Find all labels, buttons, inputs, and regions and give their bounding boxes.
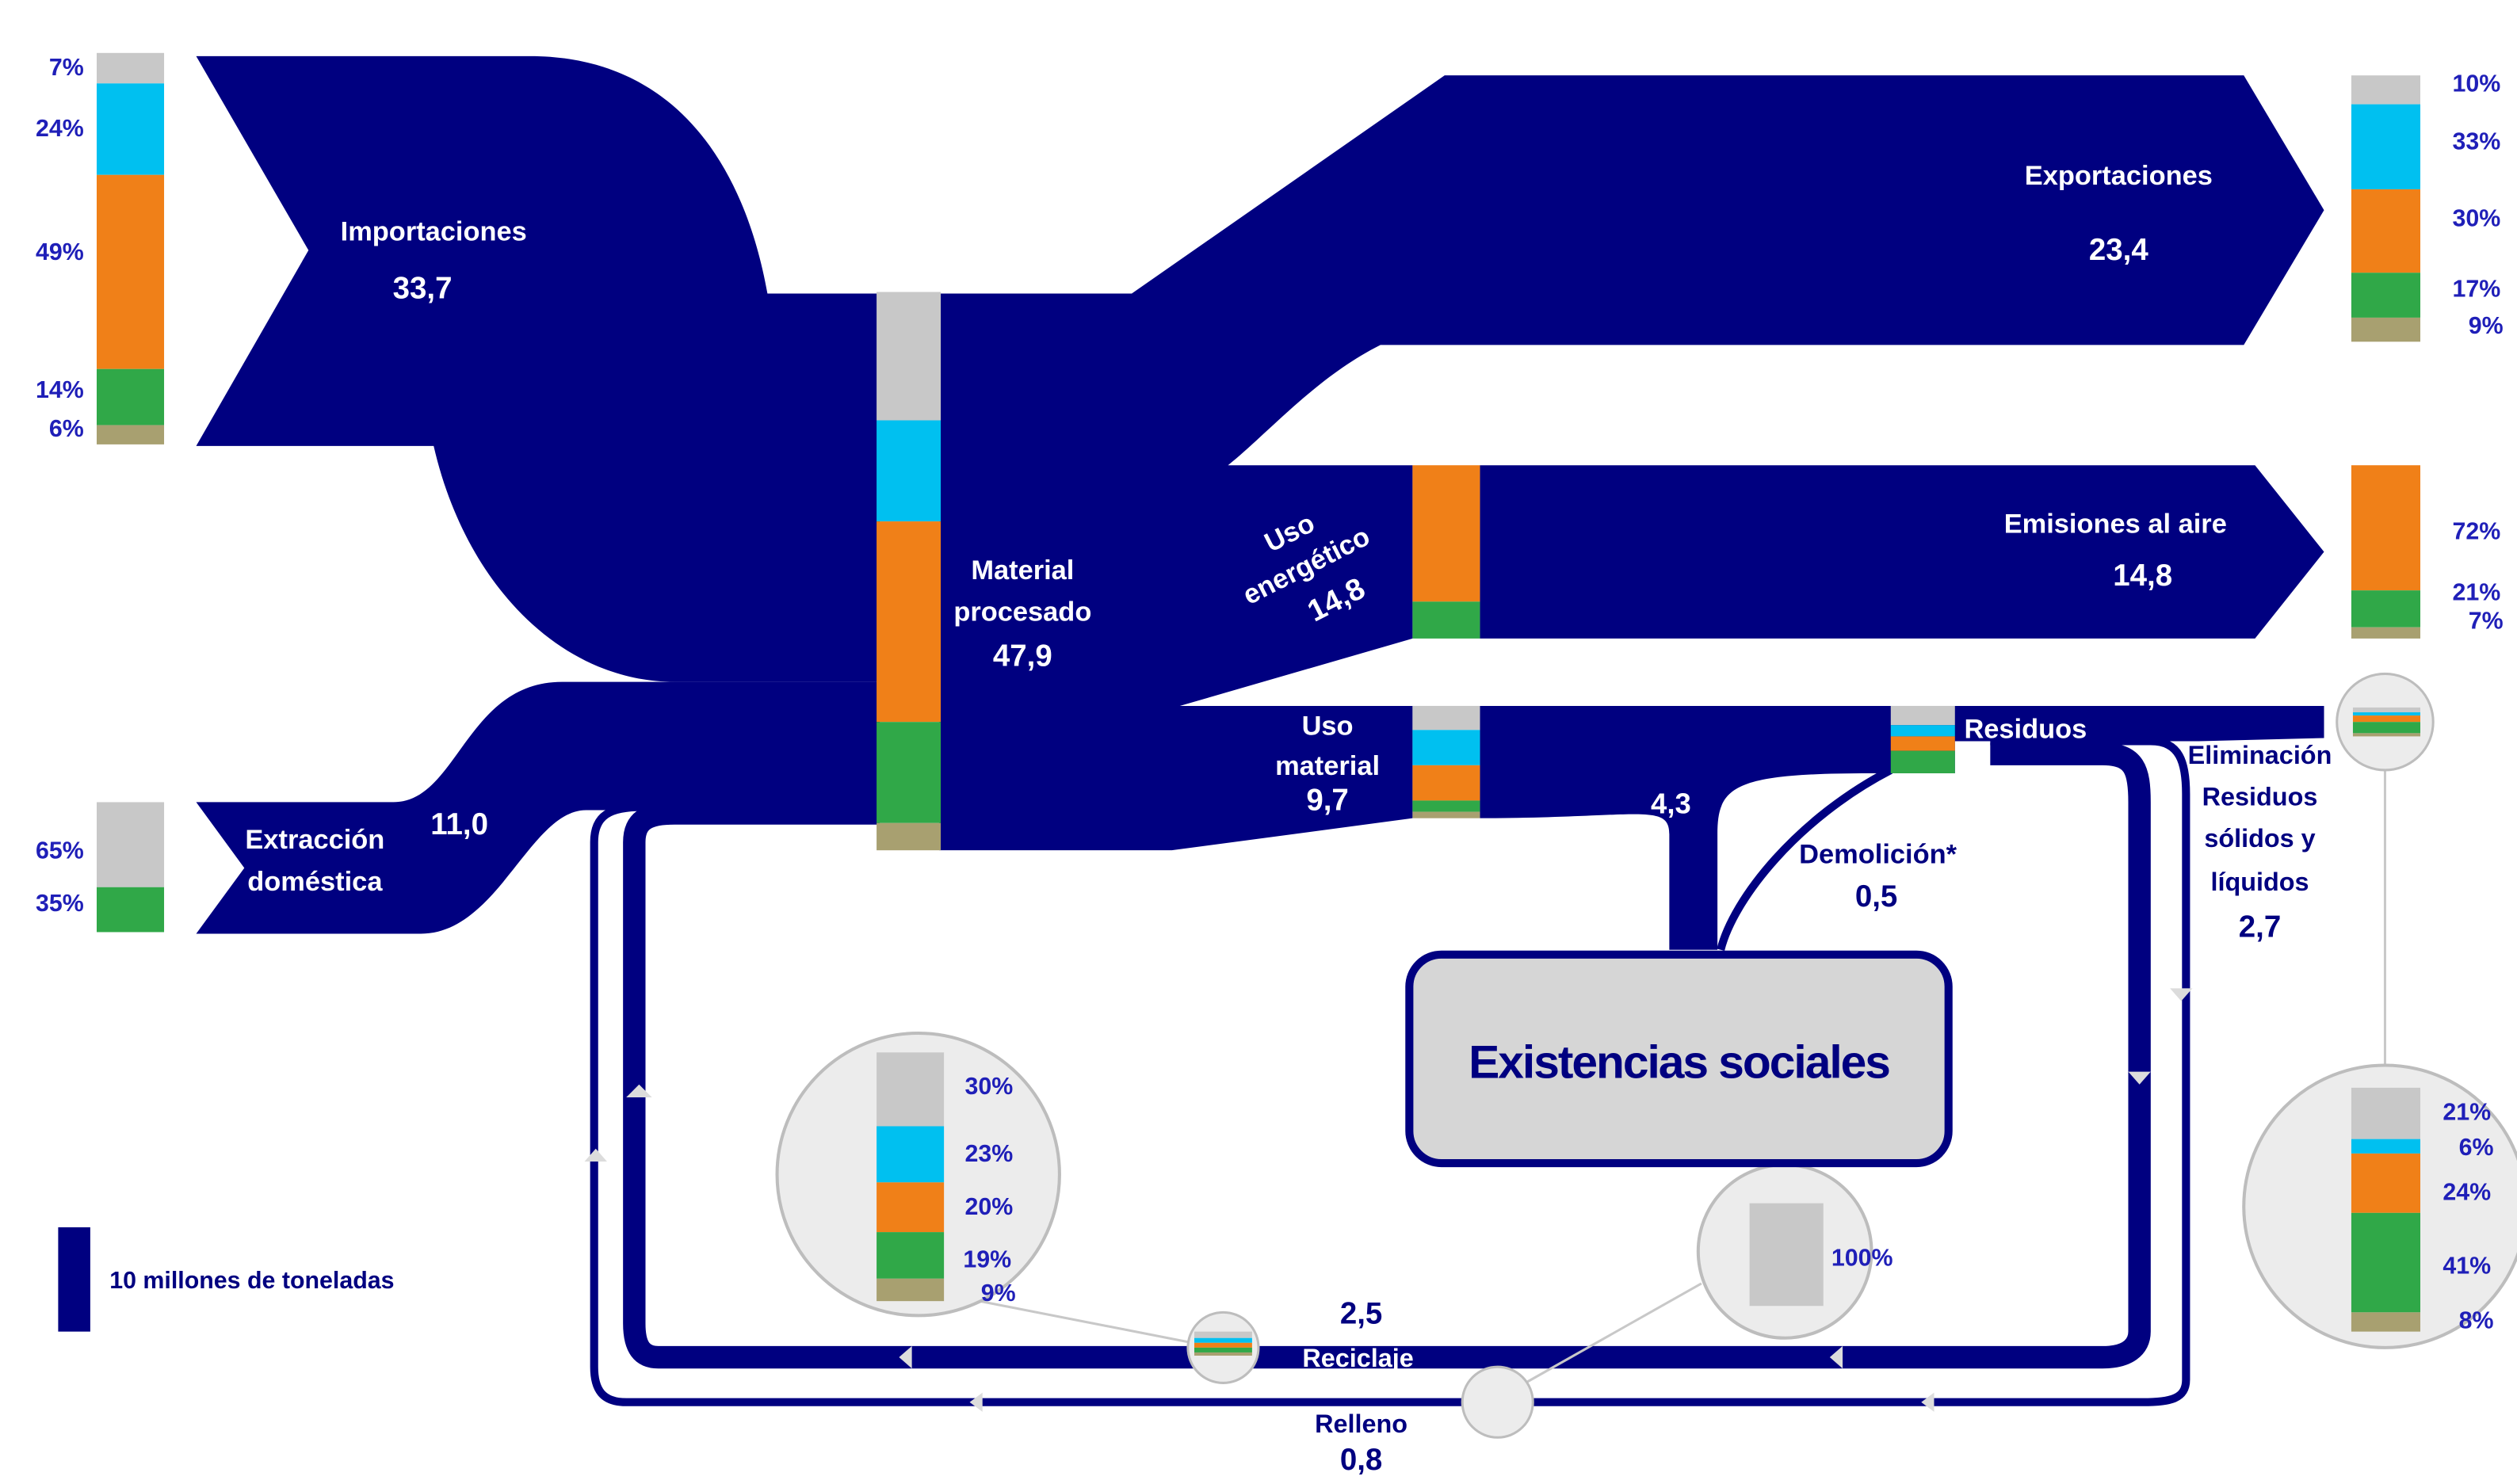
loop-arrow-down-2: [2170, 988, 2193, 1001]
composition-bars: [96, 52, 2421, 933]
pct-relleno-0: 100%: [1831, 1246, 1893, 1272]
eliminacion-value: 2,7: [2239, 910, 2281, 944]
relleno-arrow-2: [969, 1392, 983, 1412]
residuos-composition-bar: [1890, 705, 1955, 773]
pct-extraccion-1: 35%: [36, 891, 84, 917]
importaciones-composition-bar: [96, 52, 165, 444]
pct-emisiones-1: 21%: [2452, 579, 2500, 605]
relleno-small-circle: [1461, 1365, 1534, 1439]
pct-reciclaje-2: 20%: [964, 1194, 1013, 1220]
pct-eliminacion-4: 8%: [2459, 1308, 2494, 1334]
reciclaje-label: Reciclaje: [1302, 1344, 1413, 1372]
uso-material-label-line1: Uso: [1302, 711, 1354, 741]
relleno-arrow-1: [1921, 1392, 1935, 1412]
relleno-value: 0,8: [1340, 1443, 1382, 1477]
extraccion-label-line2: doméstica: [247, 867, 383, 897]
relleno-label: Relleno: [1315, 1410, 1407, 1438]
material-procesado-composition-bar: [877, 292, 941, 851]
pct-importaciones-3: 14%: [36, 377, 84, 403]
importaciones-value: 33,7: [393, 272, 453, 306]
loop-arrow-down-1: [2128, 1071, 2151, 1085]
emisiones-value: 14,8: [2113, 559, 2172, 593]
pct-eliminacion-0: 21%: [2443, 1099, 2491, 1125]
reciclaje-arrow-1: [1829, 1345, 1843, 1369]
loop-arrow-up-1: [626, 1084, 652, 1098]
material-procesado-label-line2: procesado: [953, 597, 1091, 628]
legend-scale-bar: [58, 1227, 90, 1332]
eliminacion-line3: sólidos y: [2204, 824, 2315, 853]
pct-exportaciones-1: 33%: [2452, 128, 2500, 155]
exportaciones-label: Exportaciones: [2025, 161, 2213, 191]
pct-emisiones-2: 7%: [2469, 608, 2504, 635]
relleno-loop: [590, 737, 2190, 1406]
pct-exportaciones-3: 17%: [2452, 277, 2500, 303]
pct-exportaciones-0: 10%: [2452, 71, 2500, 97]
exportaciones-value: 23,4: [2089, 233, 2148, 267]
demolicion-value: 0,5: [1855, 879, 1897, 914]
emisiones-label: Emisiones al aire: [2004, 509, 2227, 539]
eliminacion-line1: Eliminación: [2188, 741, 2332, 769]
demolicion-flow: [1717, 766, 1893, 951]
emisiones-flow: [1480, 465, 2324, 639]
eliminacion-line2: Residuos: [2202, 782, 2318, 811]
emisiones-composition-bar: [2351, 465, 2421, 639]
material-procesado-label-line1: Material: [971, 555, 1074, 586]
uso-material-flow: [1480, 705, 2324, 950]
importaciones-flow: [196, 55, 880, 682]
material-procesado-value: 47,9: [993, 639, 1052, 673]
loop-arrow-up-2: [584, 1148, 607, 1162]
pct-reciclaje-0: 30%: [964, 1074, 1013, 1100]
existencias-sociales-box: Existencias sociales: [1405, 950, 1953, 1168]
pct-eliminacion-2: 24%: [2443, 1180, 2491, 1206]
flow-labels: Importaciones 33,7 Extracción doméstica …: [245, 161, 2226, 897]
eliminacion-line4: líquidos: [2210, 868, 2309, 896]
reciclaje-arrow-2: [899, 1345, 912, 1369]
pct-emisiones-0: 72%: [2452, 518, 2500, 544]
legend-label: 10 millones de toneladas: [109, 1268, 394, 1294]
pct-exportaciones-4: 9%: [2469, 313, 2504, 339]
main-flows: [196, 55, 2324, 1412]
pct-importaciones-2: 49%: [36, 239, 84, 265]
outer-labels: Demolición* 0,5 Eliminación Residuos sól…: [1302, 741, 2332, 1477]
eliminacion-composition-circle: [2242, 1063, 2517, 1349]
reciclaje-small-circle: [1186, 1310, 1260, 1384]
uso-energetico-composition-bar: [1412, 465, 1480, 639]
residuos-value: 6,0: [1992, 776, 2034, 811]
material-procesado-flow: [939, 75, 2324, 851]
composition-circles: [775, 672, 2517, 1439]
pct-eliminacion-1: 6%: [2459, 1135, 2494, 1161]
pct-eliminacion-3: 41%: [2443, 1253, 2491, 1280]
extraccion-value: 11,0: [430, 807, 488, 841]
pct-importaciones-4: 6%: [49, 416, 84, 442]
pct-reciclaje-4: 9%: [981, 1280, 1016, 1307]
pct-exportaciones-2: 30%: [2452, 206, 2500, 232]
pct-reciclaje-1: 23%: [964, 1141, 1013, 1167]
pct-reciclaje-3: 19%: [963, 1247, 1011, 1273]
existencias-label: Existencias sociales: [1469, 1037, 1889, 1089]
demolicion-label: Demolición*: [1799, 839, 1957, 869]
percent-labels: 7% 24% 49% 14% 6% 65% 35% 10% 33% 30% 17…: [36, 55, 2504, 1333]
uso-material-composition-bar: [1412, 705, 1480, 818]
reciclaje-composition-circle: [775, 1031, 1061, 1318]
extraccion-composition-bar: [96, 802, 165, 933]
exportaciones-composition-bar: [2351, 75, 2421, 342]
pct-importaciones-1: 24%: [36, 116, 84, 142]
relleno-composition-circle: [1696, 1163, 1873, 1340]
extraccion-flow: [196, 681, 880, 934]
importaciones-label: Importaciones: [341, 217, 527, 247]
uso-material-value: 9,7: [1306, 784, 1348, 818]
extraccion-label-line1: Extracción: [245, 825, 384, 855]
legend: 10 millones de toneladas: [58, 1227, 395, 1332]
reciclaje-value: 2,5: [1340, 1297, 1382, 1331]
pct-extraccion-0: 65%: [36, 837, 84, 864]
uso-material-label-line2: material: [1275, 751, 1380, 781]
stock-inflow-value: 4,3: [1651, 788, 1691, 820]
residuos-label: Residuos: [1964, 714, 2087, 744]
reciclaje-loop: [623, 742, 2151, 1369]
pct-importaciones-0: 7%: [49, 55, 84, 81]
eliminacion-small-circle: [2336, 672, 2435, 772]
